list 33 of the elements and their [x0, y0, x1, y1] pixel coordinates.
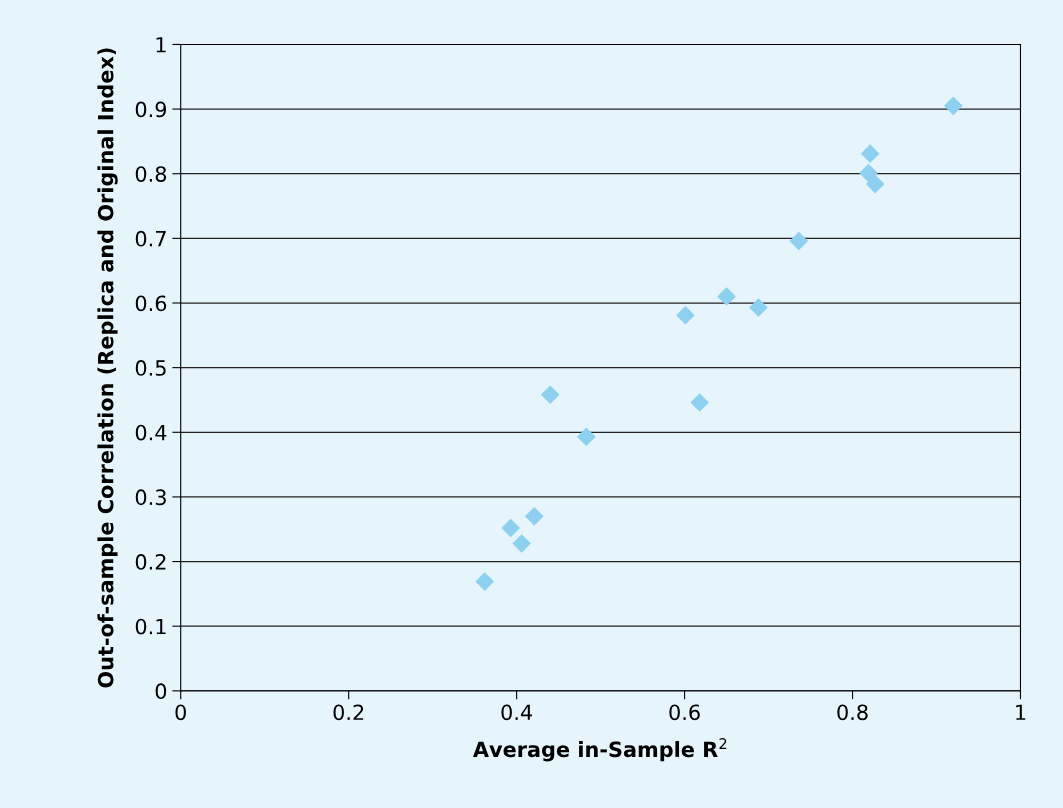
point — [524, 507, 544, 526]
x-tick-label: 0.2 — [333, 704, 364, 721]
y-tick-label: 0.6 — [135, 295, 167, 312]
y-axis-title: Out-of-sample Correlation (Replica and Original Index) — [97, 48, 118, 688]
point — [860, 144, 880, 163]
point — [540, 385, 560, 405]
point — [512, 534, 531, 553]
x-axis-title: Average in-Sample R$^{2}$ — [472, 738, 727, 762]
y-tick-label: 0 — [155, 683, 167, 700]
point — [943, 96, 963, 116]
x-tick-label: 0 — [175, 704, 186, 721]
x-tick-label: 1 — [1016, 704, 1026, 720]
point — [577, 427, 596, 447]
point — [717, 287, 736, 306]
point — [475, 572, 495, 591]
y-tick-label: 1 — [156, 37, 166, 53]
y-tick-label: 0.7 — [135, 230, 166, 247]
y-tick-label: 0.9 — [135, 101, 167, 118]
point — [501, 518, 521, 538]
x-tick-label: 0.6 — [669, 704, 700, 721]
point — [690, 393, 709, 412]
y-tick-label: 0.8 — [135, 166, 167, 182]
point — [676, 305, 695, 325]
x-tick-label: 0.8 — [837, 704, 868, 721]
point — [865, 174, 885, 194]
y-tick-label: 0.4 — [135, 424, 167, 441]
point — [749, 298, 768, 317]
y-tick-label: 0.3 — [135, 489, 166, 506]
y-tick-label: 0.5 — [135, 360, 166, 376]
x-tick-label: 0.4 — [501, 704, 533, 721]
y-tick-label: 0.2 — [135, 554, 166, 570]
y-tick-label: 0.1 — [135, 618, 166, 635]
point — [789, 231, 809, 251]
